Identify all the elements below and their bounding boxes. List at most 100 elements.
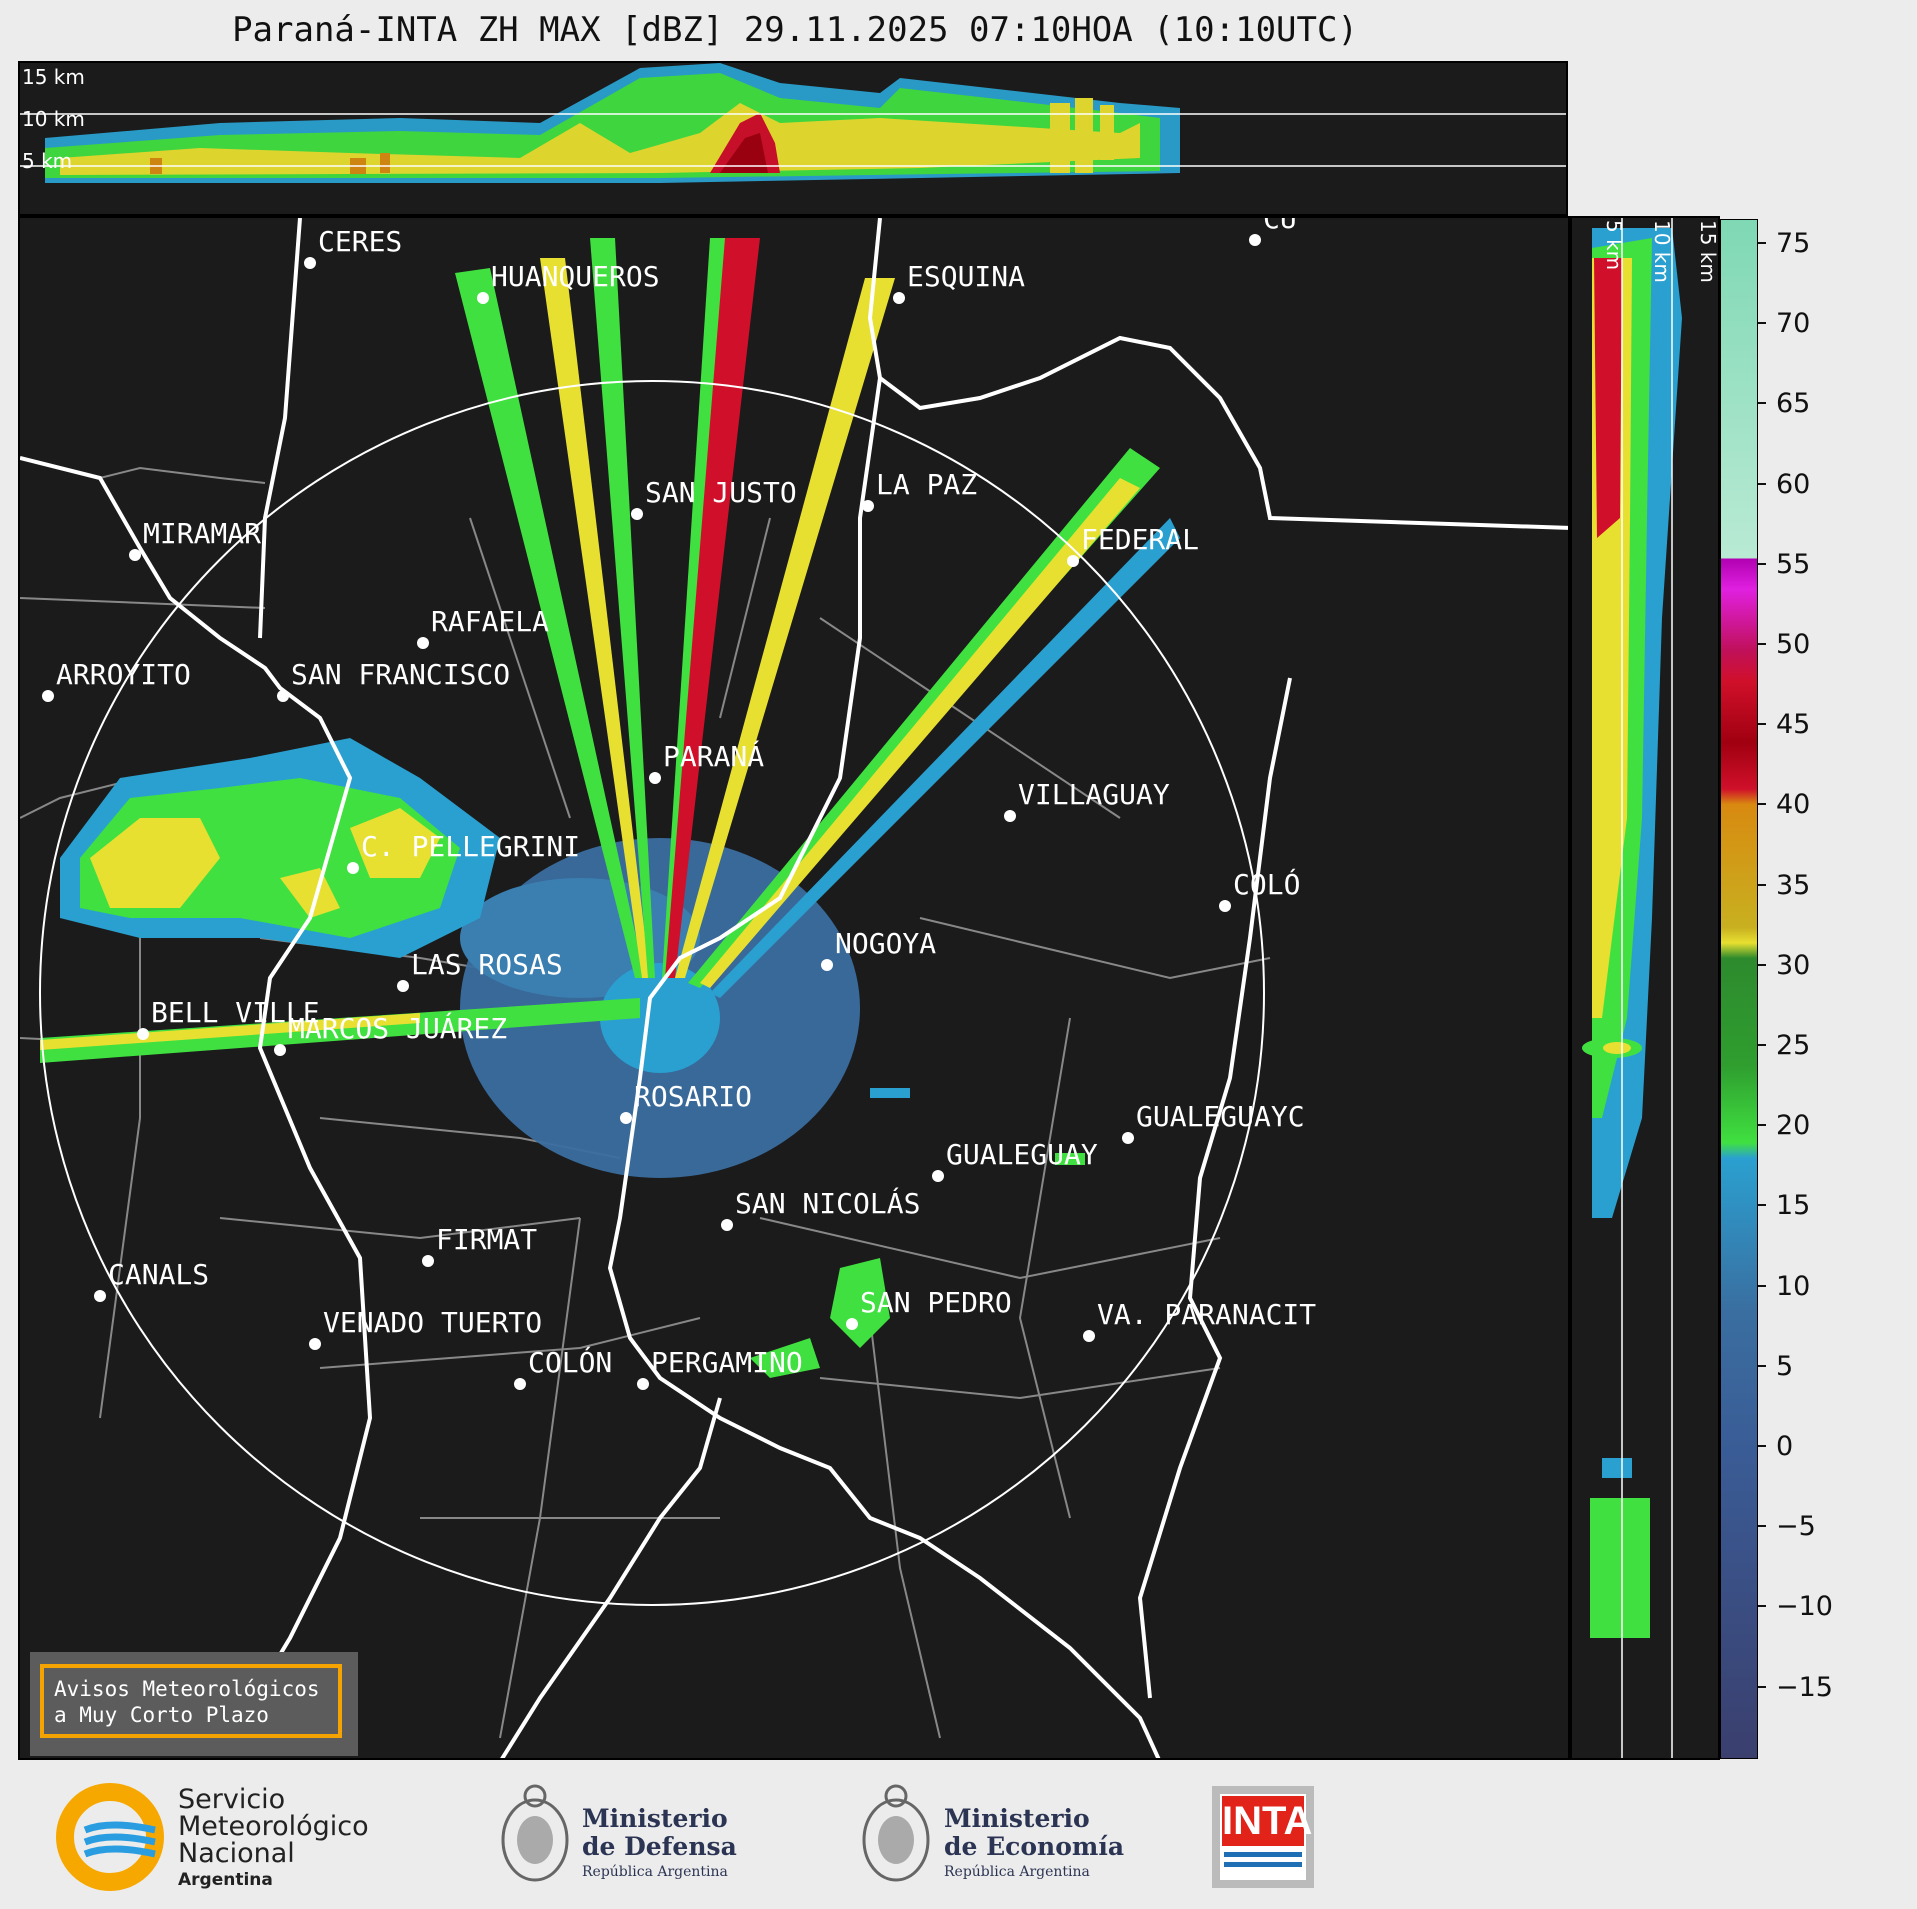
city-label: COLÓ bbox=[1233, 868, 1301, 901]
altitude-label-5km: 5 km bbox=[22, 149, 73, 173]
city-label: CU bbox=[1263, 216, 1297, 235]
altitude-label-15km: 15 km bbox=[22, 65, 85, 89]
city-label: NOGOYA bbox=[835, 927, 937, 960]
city-label: CANALS bbox=[108, 1258, 210, 1291]
city-dot bbox=[862, 500, 874, 512]
radar-map bbox=[20, 218, 1568, 1758]
city-dot bbox=[1083, 1330, 1095, 1342]
economia-line-1: Ministerio bbox=[944, 1804, 1090, 1833]
city-dot bbox=[347, 862, 359, 874]
city-label: ROSARIO bbox=[634, 1080, 753, 1113]
smn-logo-icon bbox=[56, 1783, 164, 1891]
radar-echoes bbox=[40, 238, 1180, 1378]
city-label: GUALEGUAYC bbox=[1136, 1100, 1305, 1133]
colorbar-tick-label: 75 bbox=[1757, 230, 1810, 257]
city-label: CERES bbox=[318, 225, 403, 258]
city-dot bbox=[1249, 234, 1261, 246]
notice-panel: Avisos Meteorológicos a Muy Corto Plazo bbox=[30, 1652, 358, 1756]
city-label: SAN NICOLÁS bbox=[735, 1187, 921, 1220]
city-label: MARCOS JUÁREZ bbox=[288, 1012, 508, 1045]
city-label: MIRAMAR bbox=[143, 517, 262, 550]
city-label: VA. PARANACIT bbox=[1097, 1298, 1317, 1331]
city-dot bbox=[42, 690, 54, 702]
defensa-line-1: Ministerio bbox=[582, 1804, 728, 1833]
economia-coat-of-arms-icon bbox=[862, 1784, 930, 1882]
city-label: SAN FRANCISCO bbox=[291, 658, 511, 691]
radar-range-circle bbox=[39, 380, 1265, 1606]
economia-line-2: de Economía bbox=[944, 1832, 1125, 1861]
side-altitude-label-5km: 5 km bbox=[1602, 220, 1626, 271]
city-dot bbox=[94, 1290, 106, 1302]
city-dot bbox=[631, 508, 643, 520]
colorbar-tick-label: 15 bbox=[1757, 1192, 1810, 1219]
smn-line-3: Nacional bbox=[178, 1838, 295, 1869]
city-dot bbox=[846, 1318, 858, 1330]
city-dot bbox=[309, 1338, 321, 1350]
city-dot bbox=[1067, 555, 1079, 567]
colorbar-tick-label: 30 bbox=[1757, 952, 1810, 979]
city-label: FEDERAL bbox=[1081, 523, 1200, 556]
side-altitude-label-10km: 10 km bbox=[1650, 220, 1674, 283]
province-boundaries bbox=[20, 218, 1568, 1758]
defensa-line-2: de Defensa bbox=[582, 1832, 737, 1861]
city-dot bbox=[277, 690, 289, 702]
notice-line-2: a Muy Corto Plazo bbox=[54, 1703, 269, 1727]
city-label: SAN JUSTO bbox=[645, 476, 797, 509]
colorbar-tick-label: 10 bbox=[1757, 1273, 1810, 1300]
altitude-label-10km: 10 km bbox=[22, 107, 85, 131]
city-label: ARROYITO bbox=[56, 658, 191, 691]
colorbar-tick-label: −10 bbox=[1758, 1593, 1833, 1620]
city-label: C. PELLEGRINI bbox=[361, 830, 581, 863]
city-label: FIRMAT bbox=[436, 1223, 538, 1256]
side-cross-section-panel: 5 km 10 km 15 km bbox=[1570, 216, 1720, 1760]
colorbar bbox=[1720, 219, 1758, 1759]
city-label: GUALEGUAY bbox=[946, 1138, 1098, 1171]
city-label: SAN PEDRO bbox=[860, 1286, 1012, 1319]
city-dot bbox=[304, 257, 316, 269]
colorbar-tick-label: −5 bbox=[1758, 1513, 1816, 1540]
city-label: PARANÁ bbox=[663, 740, 765, 773]
smn-line-1: Servicio bbox=[178, 1784, 286, 1815]
colorbar-tick-label: 0 bbox=[1757, 1433, 1793, 1460]
economia-line-3: República Argentina bbox=[944, 1864, 1090, 1880]
city-dot bbox=[620, 1112, 632, 1124]
city-label: PERGAMINO bbox=[651, 1346, 803, 1379]
city-dot bbox=[932, 1170, 944, 1182]
city-label: LAS ROSAS bbox=[411, 948, 563, 981]
city-dot bbox=[637, 1378, 649, 1390]
colorbar-tick-label: 70 bbox=[1757, 310, 1810, 337]
side-altitude-label-15km: 15 km bbox=[1696, 220, 1720, 283]
inta-logo-text: INTA bbox=[1222, 1796, 1312, 1846]
city-dot bbox=[422, 1255, 434, 1267]
colorbar-tick-label: 50 bbox=[1757, 631, 1810, 658]
city-dot bbox=[1004, 810, 1016, 822]
defensa-line-3: República Argentina bbox=[582, 1864, 728, 1880]
smn-line-4: Argentina bbox=[178, 1870, 273, 1890]
city-dot bbox=[514, 1378, 526, 1390]
colorbar-tick-label: 35 bbox=[1757, 872, 1810, 899]
logos-bar: Servicio Meteorológico Nacional Argentin… bbox=[0, 1762, 1917, 1909]
city-label: LA PAZ bbox=[876, 468, 978, 501]
colorbar-tick-label: 5 bbox=[1757, 1353, 1793, 1380]
city-label: ESQUINA bbox=[907, 260, 1026, 293]
city-dot bbox=[649, 772, 661, 784]
city-dot bbox=[1219, 900, 1231, 912]
colorbar-tick-label: −15 bbox=[1758, 1674, 1833, 1701]
notice-box: Avisos Meteorológicos a Muy Corto Plazo bbox=[40, 1664, 342, 1738]
colorbar-tick-label: 40 bbox=[1757, 791, 1810, 818]
defensa-coat-of-arms-icon bbox=[501, 1784, 569, 1882]
city-dot bbox=[417, 637, 429, 649]
city-dot bbox=[893, 292, 905, 304]
notice-line-1: Avisos Meteorológicos bbox=[54, 1677, 320, 1701]
city-dot bbox=[1122, 1132, 1134, 1144]
inta-logo: INTA bbox=[1212, 1786, 1314, 1888]
top-cross-section-panel: 15 km 10 km 5 km bbox=[18, 61, 1568, 216]
colorbar-tick-label: 20 bbox=[1757, 1112, 1810, 1139]
city-dot bbox=[721, 1219, 733, 1231]
smn-line-2: Meteorológico bbox=[178, 1811, 369, 1842]
city-dot bbox=[477, 292, 489, 304]
city-label: RAFAELA bbox=[431, 605, 550, 638]
colorbar-tick-label: 60 bbox=[1757, 471, 1810, 498]
side-cross-section-echoes bbox=[1582, 218, 1682, 1758]
city-label: BELL VILLE bbox=[151, 996, 320, 1029]
